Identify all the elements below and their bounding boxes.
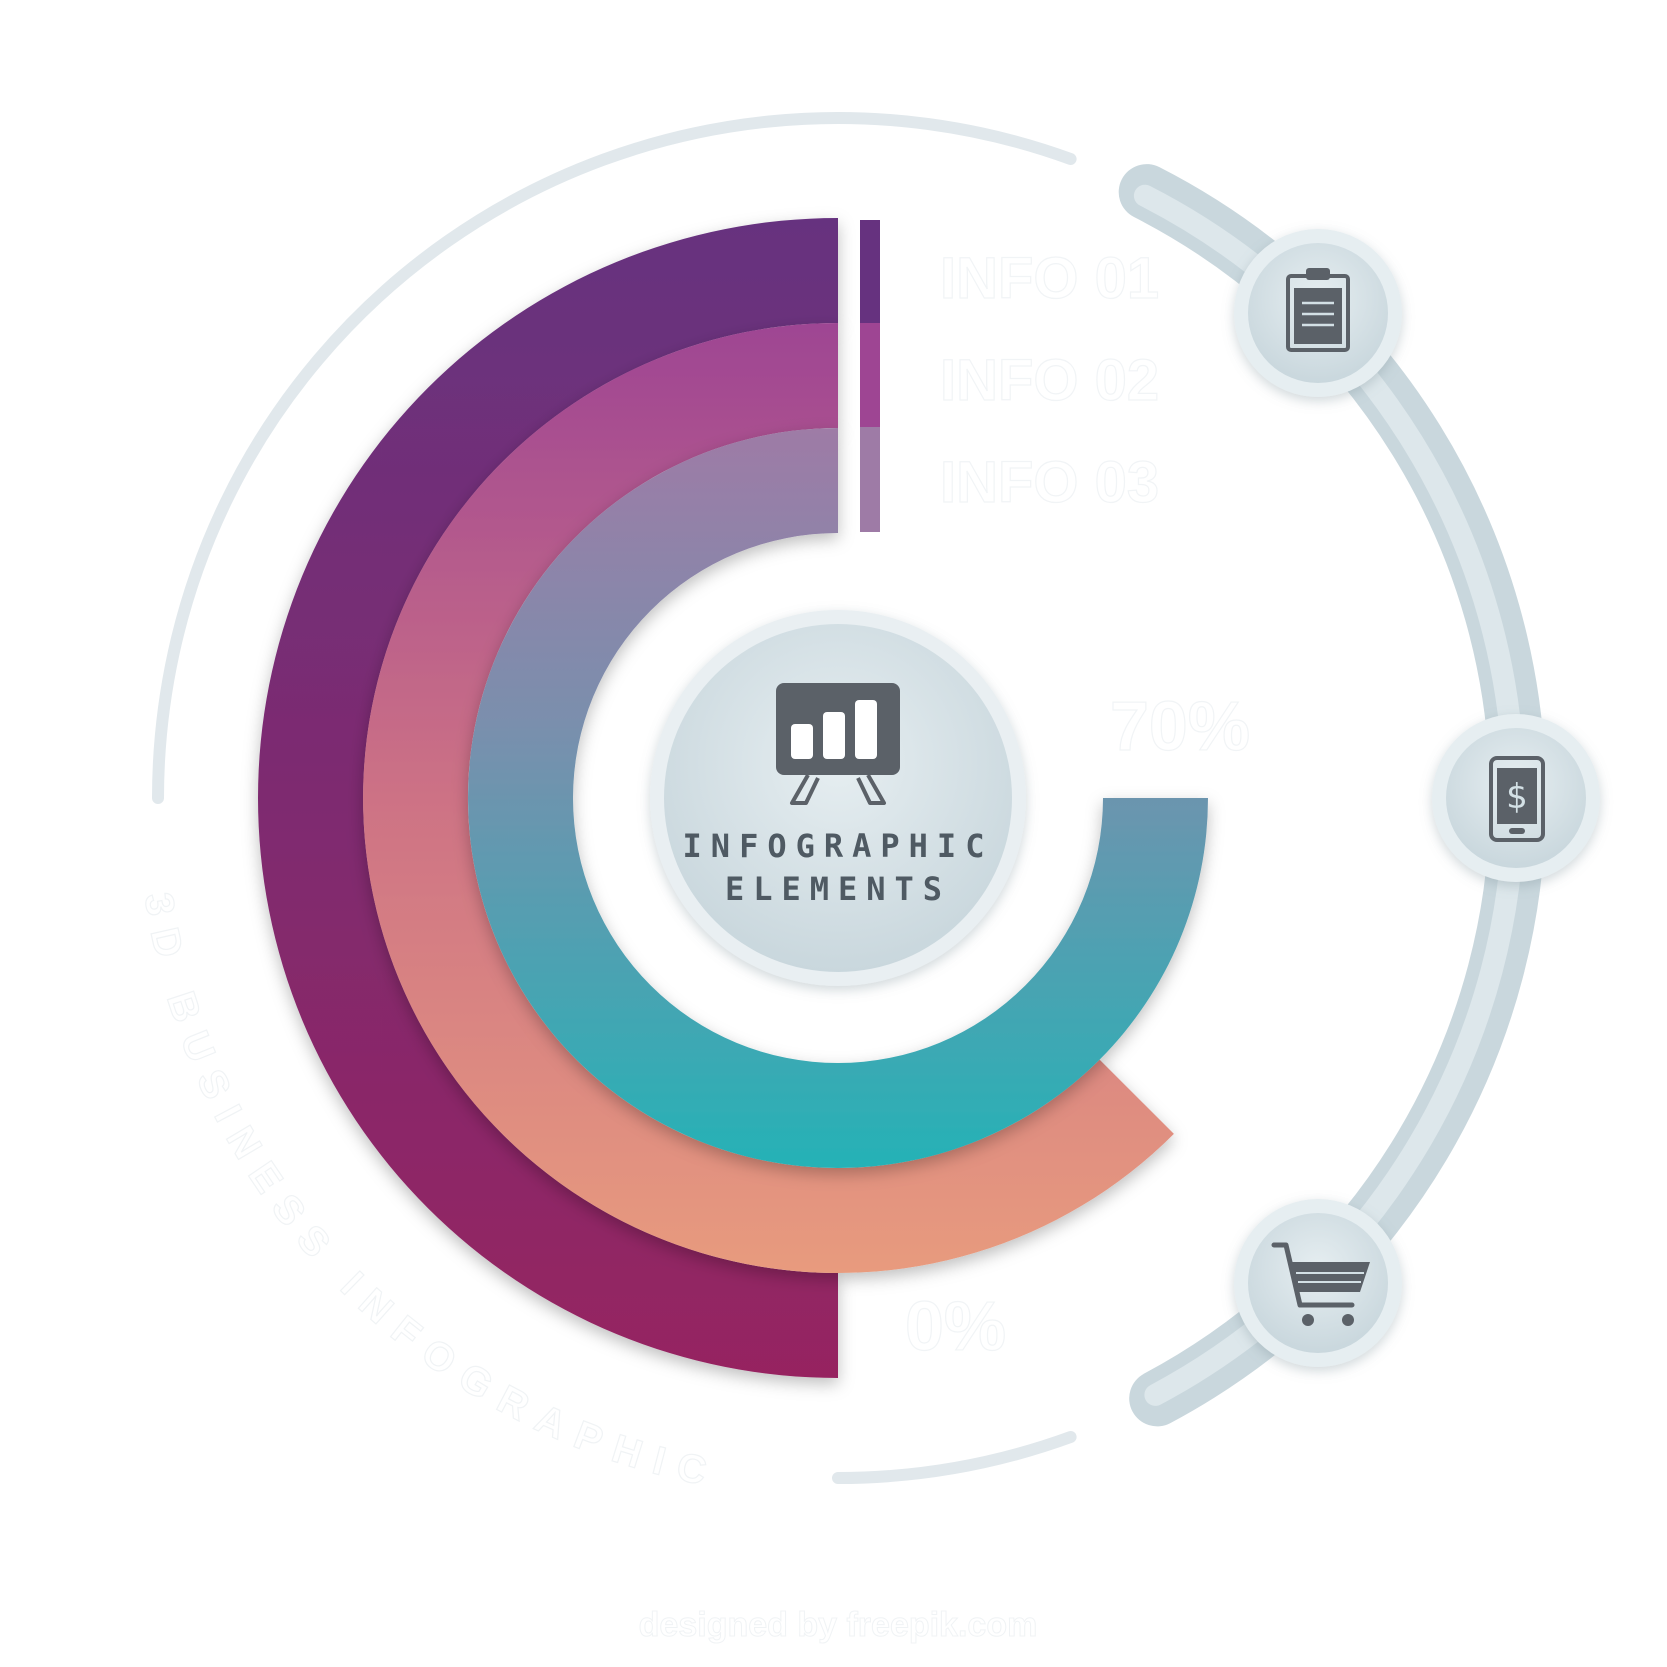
info-label-2: INFO 02	[940, 348, 1159, 413]
percent-label-high: 70%	[1110, 687, 1250, 765]
ring-info-01	[258, 218, 838, 1378]
credit-text: designed by freepik.com	[639, 1606, 1038, 1644]
side-button-mobile-payment[interactable]: $	[1432, 714, 1600, 882]
presentation-chart-icon	[776, 683, 900, 805]
info-label-1: INFO 01	[940, 246, 1159, 311]
outer-track-arc-bottom	[832, 1431, 1077, 1484]
side-button-shopping-cart[interactable]	[1234, 1199, 1402, 1367]
indicator-segment-2	[860, 323, 880, 427]
center-title-line1: INFOGRAPHIC	[683, 827, 994, 865]
indicator-segment-1	[860, 220, 880, 323]
shopping-cart-icon	[1271, 1242, 1370, 1326]
center-title-line2: ELEMENTS	[725, 870, 951, 908]
ring-indicator-bar	[860, 220, 880, 532]
mobile-dollar-icon: $	[1489, 756, 1545, 842]
info-label-3: INFO 03	[940, 450, 1159, 515]
percent-label-low: 0%	[905, 1287, 1006, 1365]
center-disc: INFOGRAPHIC ELEMENTS	[650, 610, 1026, 986]
clipboard-icon	[1286, 268, 1350, 352]
indicator-segment-3	[860, 427, 880, 532]
svg-text:$: $	[1506, 777, 1528, 817]
ring-chart	[258, 218, 1208, 1378]
outer-track-arc-top	[152, 111, 1077, 804]
side-button-clipboard[interactable]	[1234, 229, 1402, 397]
ring-info-02	[363, 323, 1174, 1273]
